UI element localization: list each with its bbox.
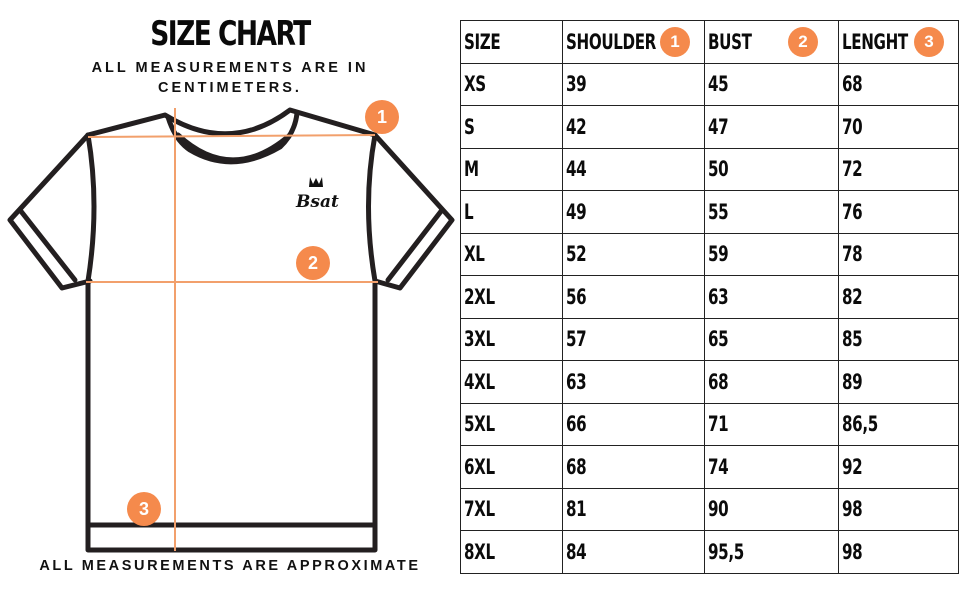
cell-length: 72 [838, 147, 959, 191]
cell-size: XS [460, 62, 563, 106]
size-table: SIZE SHOULDER 1 BUST 2 LENGHT 3 XS 39 45 68 S 42… [460, 20, 959, 574]
units-note: ALL MEASUREMENTS ARE IN CENTIMETERS. [91, 60, 369, 96]
cell-shoulder: 57 [562, 317, 705, 361]
table-header-row: SIZE SHOULDER 1 BUST 2 LENGHT 3 [460, 20, 959, 64]
cell-length: 76 [838, 190, 959, 234]
cell-size: M [460, 147, 563, 191]
badge-shoulder-header: 1 [660, 26, 690, 57]
cell-size: 4XL [460, 360, 563, 404]
badge-length: 3 [127, 492, 161, 526]
table-row: 6XL 68 74 92 [460, 445, 959, 489]
cell-bust: 47 [704, 105, 839, 149]
cell-size: 7XL [460, 487, 563, 531]
size-table-container: SIZE SHOULDER 1 BUST 2 LENGHT 3 XS 39 45 68 S 42… [460, 20, 959, 574]
cell-size: 2XL [460, 275, 563, 319]
table-row: S 42 47 70 [460, 105, 959, 149]
cell-bust: 68 [704, 360, 839, 404]
badge-bust-header: 2 [788, 26, 818, 57]
tshirt-diagram-icon: Bsat [7, 107, 455, 553]
cell-shoulder: 49 [562, 190, 705, 234]
table-row: 5XL 66 71 86,5 [460, 402, 959, 446]
brand-logo: Bsat [295, 177, 339, 212]
header-bust: BUST 2 [704, 20, 839, 64]
cell-length: 92 [838, 445, 959, 489]
cell-size: 8XL [460, 530, 563, 574]
cell-bust: 63 [704, 275, 839, 319]
cell-shoulder: 39 [562, 62, 705, 106]
cell-length: 85 [838, 317, 959, 361]
cell-shoulder: 84 [562, 530, 705, 574]
cell-shoulder: 44 [562, 147, 705, 191]
cell-shoulder: 52 [562, 232, 705, 276]
header-size: SIZE [460, 20, 563, 64]
table-row: 4XL 63 68 89 [460, 360, 959, 404]
cell-length: 98 [838, 487, 959, 531]
badge-length-header: 3 [914, 26, 944, 57]
cell-bust: 65 [704, 317, 839, 361]
table-row: XL 52 59 78 [460, 232, 959, 276]
cell-length: 78 [838, 232, 959, 276]
badge-shoulder: 1 [365, 100, 399, 134]
cell-bust: 95,5 [704, 530, 839, 574]
table-row: M 44 50 72 [460, 147, 959, 191]
table-row: 7XL 81 90 98 [460, 487, 959, 531]
cell-length: 89 [838, 360, 959, 404]
cell-bust: 59 [704, 232, 839, 276]
header-length: LENGHT 3 [838, 20, 959, 64]
cell-size: S [460, 105, 563, 149]
table-row: XS 39 45 68 [460, 62, 959, 106]
table-row: 8XL 84 95,5 98 [460, 530, 959, 574]
cell-length: 82 [838, 275, 959, 319]
cell-shoulder: 42 [562, 105, 705, 149]
cell-shoulder: 56 [562, 275, 705, 319]
cell-size: 3XL [460, 317, 563, 361]
approximate-note: ALL MEASUREMENTS ARE APPROXIMATE [39, 558, 421, 574]
svg-text:Bsat: Bsat [295, 192, 339, 212]
badge-bust: 2 [296, 246, 330, 280]
cell-length: 68 [838, 62, 959, 106]
header-shoulder: SHOULDER 1 [562, 20, 705, 64]
table-row: 2XL 56 63 82 [460, 275, 959, 319]
cell-shoulder: 68 [562, 445, 705, 489]
cell-bust: 55 [704, 190, 839, 234]
cell-length: 70 [838, 105, 959, 149]
table-row: 3XL 57 65 85 [460, 317, 959, 361]
cell-bust: 50 [704, 147, 839, 191]
cell-size: L [460, 190, 563, 234]
cell-bust: 90 [704, 487, 839, 531]
cell-shoulder: 81 [562, 487, 705, 531]
cell-size: XL [460, 232, 563, 276]
cell-shoulder: 63 [562, 360, 705, 404]
cell-size: 5XL [460, 402, 563, 446]
table-row: L 49 55 76 [460, 190, 959, 234]
cell-bust: 74 [704, 445, 839, 489]
cell-bust: 71 [704, 402, 839, 446]
size-diagram-panel: SIZE CHART ALL MEASUREMENTS ARE IN CENTI… [0, 0, 460, 600]
cell-size: 6XL [460, 445, 563, 489]
cell-length: 86,5 [838, 402, 959, 446]
page-title: SIZE CHART [150, 14, 311, 54]
cell-length: 98 [838, 530, 959, 574]
cell-bust: 45 [704, 62, 839, 106]
cell-shoulder: 66 [562, 402, 705, 446]
